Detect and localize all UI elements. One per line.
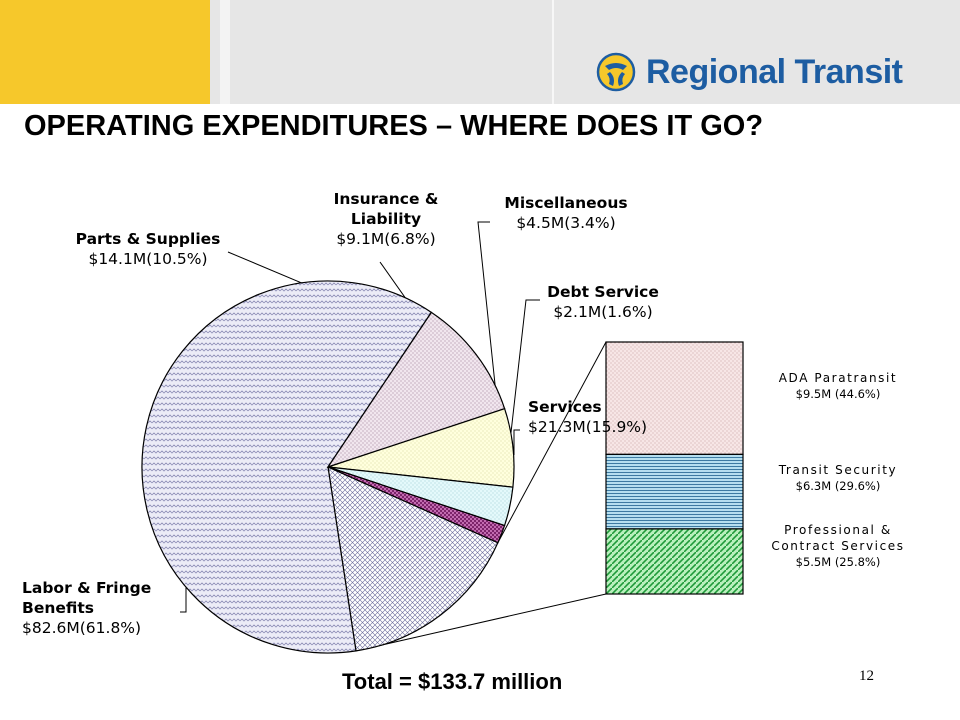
connector-top: [497, 341, 607, 543]
header-stripe: [220, 0, 230, 104]
pie-label-labor-and-fringe-benefits: Labor & Fringe Benefits: [22, 579, 151, 617]
pie-label-debt-service: Debt Service: [547, 283, 659, 301]
connector-bottom: [355, 593, 607, 652]
pie-label-insurance-and-liability: Insurance & Liability: [334, 190, 439, 228]
leader-services: [513, 429, 520, 455]
leader-labor-fringe: [180, 586, 187, 613]
regional-transit-logo-icon: [596, 52, 636, 92]
pie-slice-services: [327, 466, 499, 652]
pie-label-parts-and-supplies: Parts & Supplies: [76, 230, 221, 248]
bar-value-professional-and-contract-services: $5.5M (25.8%): [796, 555, 881, 569]
pie-value-debt-service: $2.1M(1.6%): [553, 303, 652, 321]
pie-slice-debt-service: [327, 466, 506, 544]
bar-value-ada-paratransit: $9.5M (44.6%): [796, 387, 881, 401]
pie-label-miscellaneous: Miscellaneous: [504, 194, 627, 212]
page-title: OPERATING EXPENDITURES – WHERE DOES IT G…: [24, 110, 764, 142]
bar-value-transit-security: $6.3M (29.6%): [796, 479, 881, 493]
bar-label-transit-security: Transit Security: [778, 463, 897, 477]
bar-label-ada-paratransit: ADA Paratransit: [779, 371, 898, 385]
stacked-bar: [605, 341, 744, 595]
brand-logo: Regional Transit: [596, 50, 903, 94]
bar-segment-transit-security: [605, 453, 744, 530]
pie-slice-parts-and-supplies: [326, 311, 506, 469]
bar-segment-professional-and-contract-services: [605, 528, 744, 595]
pie-value-services: $21.3M(15.9%): [528, 418, 647, 436]
pie-value-insurance-and-liability: $9.1M(6.8%): [336, 230, 435, 248]
total-label: Total = $133.7 million: [342, 669, 563, 694]
chart-labels: Services $21.3M(15.9%) Labor & Fringe Benef…: [22, 190, 904, 637]
pie-value-miscellaneous: $4.5M(3.4%): [516, 214, 615, 232]
bar-label-professional-and-contract-services: Professional & Contract Services: [771, 523, 904, 553]
pie-value-parts-and-supplies: $14.1M(10.5%): [88, 250, 207, 268]
page-number: 12: [859, 668, 874, 684]
brand-name: Regional Transit: [646, 52, 903, 91]
pie-slice-labor-and-fringe-benefits: [141, 280, 433, 654]
header-accent-yellow: [0, 0, 210, 104]
pie-label-services: Services: [528, 398, 602, 416]
header-stripe-thin: [552, 0, 554, 104]
bar-segment-ada-paratransit: [605, 341, 744, 455]
pie-value-labor-and-fringe-benefits: $82.6M(61.8%): [22, 619, 141, 637]
pie-chart: [141, 280, 515, 654]
